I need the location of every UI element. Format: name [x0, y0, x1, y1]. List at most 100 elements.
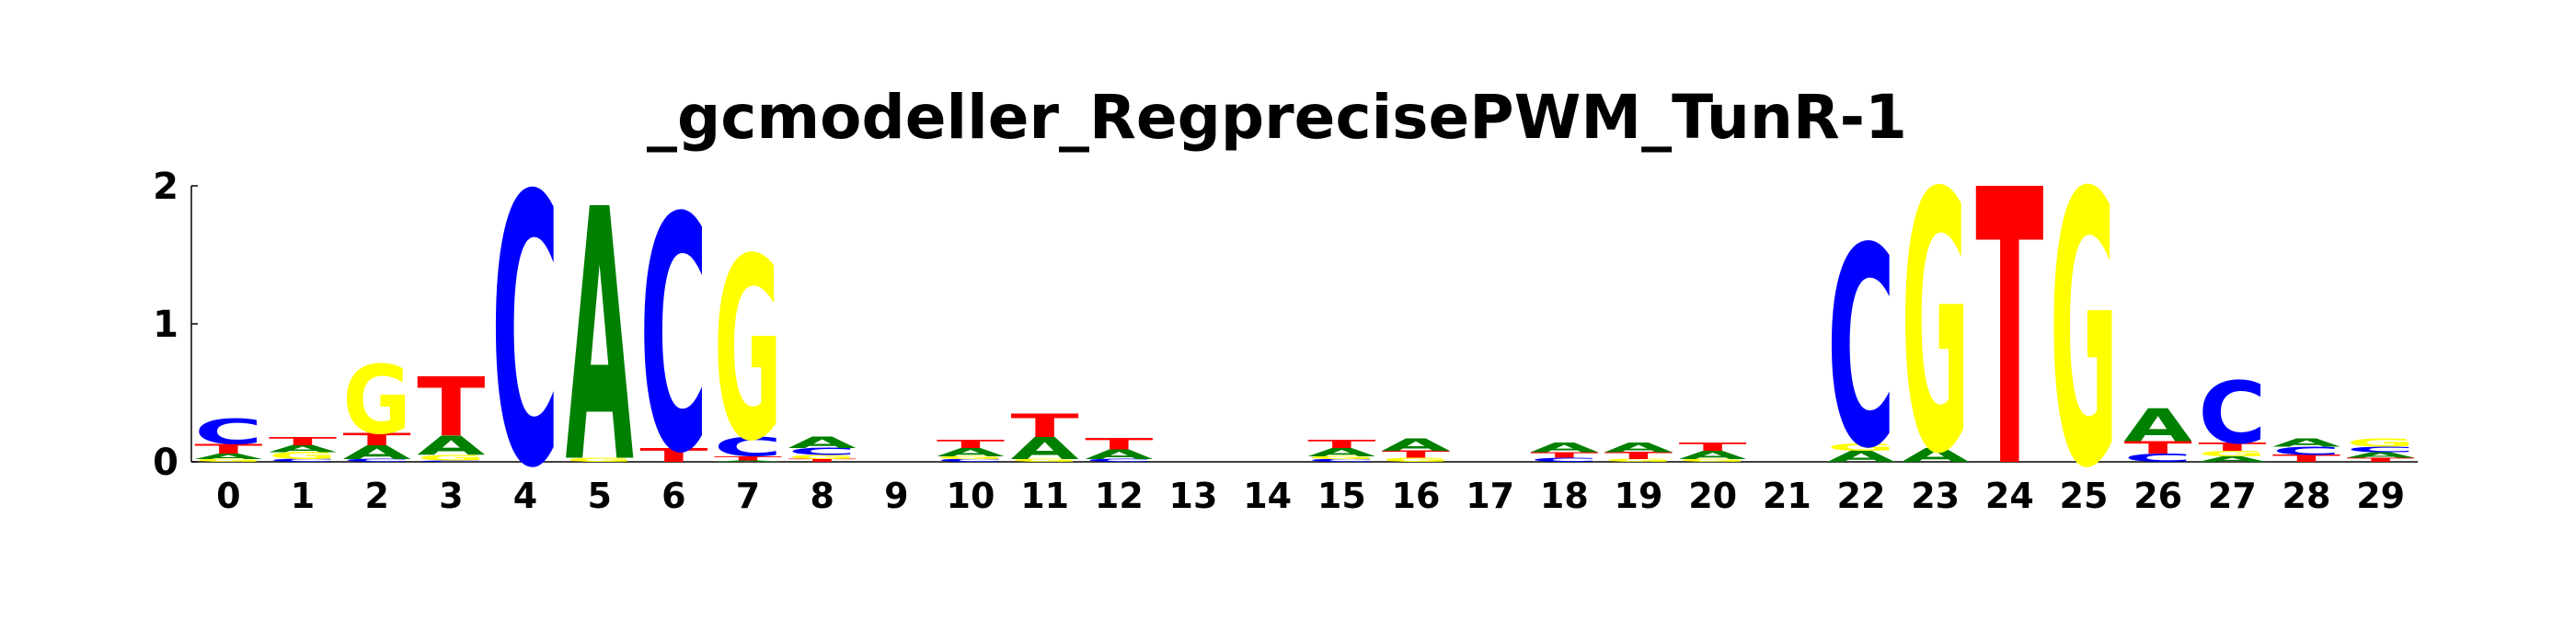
x-tick-label: 28: [2283, 476, 2331, 516]
logo-letter-C-pos-1: C: [269, 458, 337, 463]
logo-letter-A-pos-20: A: [1679, 449, 1747, 462]
logo-letter-G-pos-2: G: [343, 345, 411, 455]
logo-letter-C-pos-28: C: [2272, 444, 2340, 457]
logo-letter-T-pos-27: T: [2198, 441, 2266, 454]
logo-letter-G-pos-20: G: [1679, 458, 1747, 463]
logo-letter-G-pos-23: G: [1902, 119, 1970, 533]
logo-letter-C-pos-26: C: [2124, 452, 2192, 465]
logo-letter-T-pos-11: T: [1011, 408, 1079, 445]
y-axis-ticks: 0 1 2: [153, 166, 198, 484]
x-tick-label: 16: [1392, 476, 1441, 516]
logo-letter-G-pos-7: G: [714, 205, 782, 497]
x-tick-label: 11: [1020, 476, 1069, 516]
x-tick-label: 15: [1317, 476, 1366, 516]
logo-letter-G-pos-1: G: [269, 451, 337, 462]
logo-letter-T-pos-15: T: [1307, 438, 1375, 451]
y-tick-label: 0: [153, 442, 178, 484]
logo-letter-G-pos-19: G: [1604, 458, 1673, 463]
x-tick-label: 13: [1169, 476, 1218, 516]
logo-letter-A-pos-8: A: [788, 434, 857, 452]
logo-letter-G-pos-0: G: [194, 458, 262, 463]
logo-letter-C-pos-4: C: [491, 119, 559, 550]
logo-letter-A-pos-7: A: [714, 460, 783, 462]
logo-letter-T-pos-24: T: [1975, 111, 2044, 552]
x-tick-label: 5: [587, 476, 611, 516]
logo-letter-T-pos-20: T: [1679, 441, 1747, 454]
logo-letter-G-pos-25: G: [2050, 114, 2118, 551]
y-tick-label: 2: [153, 166, 178, 208]
logo-letter-C-pos-22: C: [1827, 189, 1895, 509]
x-tick-label: 22: [1837, 476, 1886, 516]
logo-letter-T-pos-28: T: [2272, 454, 2341, 465]
logo-letter-C-pos-29: C: [2347, 445, 2415, 454]
x-tick-label: 23: [1911, 476, 1960, 516]
logo-letter-T-pos-2: T: [343, 430, 411, 449]
logo-letter-A-pos-12: A: [1085, 447, 1153, 463]
logo-letter-T-pos-6: T: [639, 444, 707, 466]
logo-letter-A-pos-27: A: [2198, 455, 2267, 465]
logo-letter-A-pos-29: A: [2347, 451, 2416, 460]
logo-letter-A-pos-18: A: [1530, 440, 1598, 455]
logo-letter-A-pos-15: A: [1307, 446, 1375, 459]
logo-letter-G-pos-16: G: [1382, 456, 1450, 463]
logo-letter-T-pos-26: T: [2124, 438, 2192, 457]
logo-letter-A-pos-16: A: [1382, 435, 1451, 454]
logo-letter-C-pos-10: C: [937, 458, 1005, 463]
x-tick-label: 10: [947, 476, 995, 516]
y-tick-label: 1: [153, 304, 178, 346]
x-tick-label: 12: [1095, 476, 1144, 516]
logo-letter-A-pos-28: A: [2272, 436, 2340, 449]
logo-letter-T-pos-7: T: [714, 455, 783, 462]
logo-letter-G-pos-5: G: [566, 456, 634, 463]
logo-letter-A-pos-5: A: [566, 136, 635, 540]
logo-letter-A-pos-22: A: [1827, 448, 1895, 466]
logo-letter-G-pos-11: G: [1011, 458, 1079, 463]
logo-letter-T-pos-8: T: [788, 458, 857, 463]
logo-letter-T-pos-16: T: [1382, 449, 1451, 460]
logo-letter-A-pos-26: A: [2124, 399, 2192, 453]
x-tick-label: 4: [513, 476, 537, 516]
logo-letter-T-pos-1: T: [269, 435, 337, 448]
logo-letter-T-pos-18: T: [1530, 451, 1599, 460]
logo-letter-T-pos-29: T: [2347, 456, 2416, 463]
logo-letter-A-pos-19: A: [1604, 440, 1673, 455]
x-tick-label: 8: [810, 476, 834, 516]
x-tick-label: 21: [1763, 476, 1811, 516]
x-tick-label: 9: [884, 476, 908, 516]
logo-letter-A-pos-1: A: [269, 443, 338, 454]
logo-letter-C-pos-0: C: [194, 412, 262, 452]
logo-letter-A-pos-2: A: [343, 442, 412, 464]
logo-letter-C-pos-2: C: [343, 458, 411, 463]
logo-letter-C-pos-27: C: [2198, 363, 2266, 463]
x-tick-label: 1: [291, 476, 315, 516]
logo-letter-C-pos-15: C: [1307, 458, 1375, 463]
x-tick-label: 7: [736, 476, 760, 516]
logo-letter-G-pos-15: G: [1307, 455, 1375, 460]
x-tick-label: 27: [2208, 476, 2257, 516]
chart-title: _gcmodeller_RegprecisePWM_TunR-1: [647, 82, 1907, 153]
x-tick-label: 20: [1688, 476, 1737, 516]
logo-letter-G-pos-22: G: [1827, 443, 1895, 454]
logo-letter-T-pos-10: T: [937, 438, 1005, 451]
logo-letter-C-pos-12: C: [1085, 458, 1153, 463]
logo-letter-A-pos-3: A: [417, 431, 485, 462]
x-tick-label: 0: [216, 476, 240, 516]
logo-letter-A-pos-10: A: [937, 446, 1005, 459]
x-tick-label: 2: [364, 476, 388, 516]
logo-letter-C-pos-6: C: [639, 149, 707, 524]
logo-letter-C-pos-18: C: [1530, 456, 1598, 463]
logo-letter-A-pos-0: A: [194, 453, 263, 462]
logo-letter-G-pos-10: G: [937, 455, 1005, 460]
x-tick-label: 19: [1615, 476, 1663, 516]
logo-letter-G-pos-8: G: [788, 454, 857, 460]
x-tick-label: 17: [1466, 476, 1514, 516]
logo-letter-G-pos-29: G: [2347, 436, 2415, 449]
x-tick-label: 29: [2356, 476, 2405, 516]
x-tick-label: 26: [2133, 476, 2182, 516]
logo-letter-C-pos-7: C: [714, 431, 782, 463]
logo-letter-T-pos-19: T: [1604, 451, 1673, 462]
x-tick-label: 25: [2060, 476, 2109, 516]
logo-letter-T-pos-12: T: [1085, 435, 1153, 453]
logo-letter-T-pos-0: T: [194, 442, 262, 457]
